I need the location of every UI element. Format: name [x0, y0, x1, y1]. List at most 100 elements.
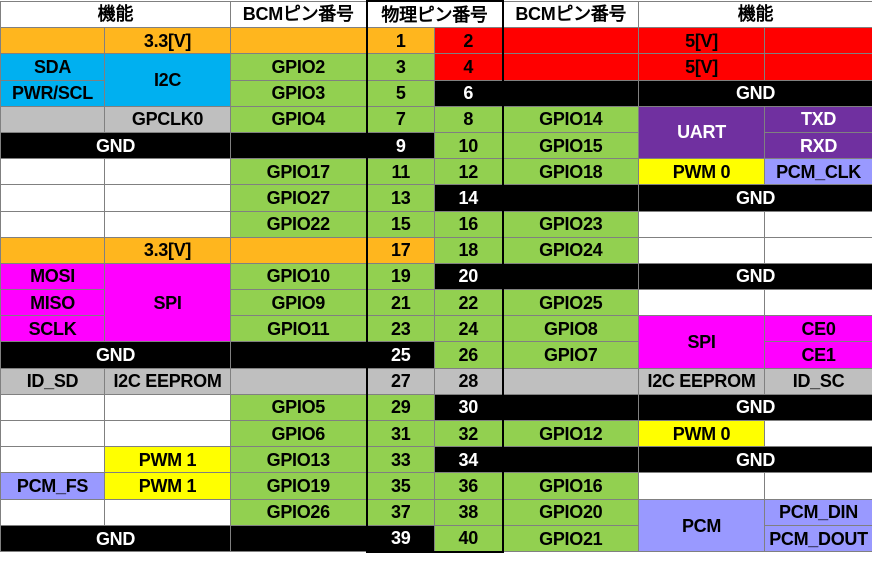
function-cell: 5[V]: [638, 53, 766, 81]
physical-pin-even: 40: [433, 524, 504, 553]
physical-pin-odd: 7: [365, 105, 435, 133]
bcm-cell: GPIO9: [230, 289, 367, 317]
header-row: 機能 BCMピン番号 物理ピン番号 BCMピン番号 機能: [0, 0, 872, 29]
function-cell: [0, 27, 105, 55]
function-cell: GND: [0, 131, 231, 160]
physical-pin-odd: 39: [365, 524, 435, 553]
physical-pin-even: 32: [433, 419, 504, 448]
table-row: GND 25 26 GPIO7 CE1: [0, 341, 872, 369]
physical-pin-even: 8: [433, 105, 504, 133]
bcm-cell: [502, 262, 640, 291]
table-row: GPIO17 11 12 GPIO18 PWM 0 PCM_CLK: [0, 158, 872, 186]
function-cell: [0, 498, 105, 526]
physical-pin-even: 22: [433, 289, 504, 317]
function-cell: [0, 236, 105, 264]
table-row: SCLK GPIO11 23 24 GPIO8 SPI CE0: [0, 315, 872, 369]
function-cell: GND: [638, 262, 872, 291]
table-row: PCM_FS PWM 1 GPIO19 35 36 GPIO16: [0, 472, 872, 500]
function-cell: PWM 0: [638, 158, 766, 186]
physical-pin-odd: 31: [365, 419, 435, 448]
bcm-cell: [502, 27, 640, 55]
bcm-cell: GPIO12: [502, 419, 640, 448]
function-cell: [638, 289, 766, 317]
table-row: SDA I2C GPIO2 3 4 5[V]: [0, 53, 872, 107]
bcm-cell: GPIO8: [502, 315, 640, 343]
bcm-cell: [230, 524, 367, 553]
bcm-cell: GPIO7: [502, 341, 640, 369]
table-row: PWM 1 GPIO13 33 34 GND: [0, 446, 872, 474]
function-cell: GND: [0, 341, 231, 369]
physical-pin-even: 30: [433, 393, 504, 422]
bcm-cell: GPIO23: [502, 210, 640, 238]
bcm-cell: GPIO19: [230, 472, 367, 500]
bcm-cell: [230, 367, 367, 395]
physical-pin-odd: 15: [365, 210, 435, 238]
function-cell: [638, 472, 766, 500]
bcm-cell: [502, 393, 640, 422]
function-cell: [0, 419, 105, 448]
bcm-cell: GPIO15: [502, 131, 640, 160]
table-row: GPIO27 13 14 GND: [0, 184, 872, 212]
bcm-cell: [502, 79, 640, 107]
physical-pin-even: 10: [433, 131, 504, 160]
function-cell: PCM_CLK: [764, 158, 872, 186]
physical-pin-odd: 1: [365, 27, 435, 55]
table-row: 3.3[V] 1 2 5[V]: [0, 27, 872, 55]
function-cell: [0, 158, 105, 186]
header-function-right: 機能: [638, 0, 872, 29]
physical-pin-odd: 37: [365, 498, 435, 526]
function-cell: [638, 236, 766, 264]
physical-pin-even: 24: [433, 315, 504, 343]
physical-pin-odd: 9: [365, 131, 435, 160]
bcm-cell: GPIO16: [502, 472, 640, 500]
function-cell: GND: [0, 524, 231, 553]
bcm-cell: GPIO27: [230, 184, 367, 212]
physical-pin-even: 18: [433, 236, 504, 264]
bcm-cell: [502, 184, 640, 212]
physical-pin-even: 26: [433, 341, 504, 369]
table-row: GND 39 40 GPIO21 PCM_DOUT: [0, 524, 872, 553]
function-group-pcm: PCM: [638, 498, 766, 553]
bcm-cell: GPIO17: [230, 158, 367, 186]
function-cell: PCM_FS: [0, 472, 105, 500]
physical-pin-even: 4: [433, 53, 504, 81]
bcm-cell: [502, 446, 640, 474]
header-physical-pin: 物理ピン番号: [365, 0, 504, 29]
function-cell: PWM 0: [638, 419, 766, 448]
physical-pin-odd: 3: [365, 53, 435, 81]
function-cell: TXD: [764, 105, 872, 133]
bcm-cell: GPIO6: [230, 419, 367, 448]
function-cell: [0, 446, 105, 474]
physical-pin-odd: 11: [365, 158, 435, 186]
function-cell: GND: [638, 184, 872, 212]
header-bcm-left: BCMピン番号: [230, 0, 367, 29]
function-cell: [104, 498, 231, 526]
function-group-uart: UART: [638, 105, 766, 160]
bcm-cell: GPIO20: [502, 498, 640, 526]
function-cell: [0, 105, 105, 133]
physical-pin-odd: 5: [365, 79, 435, 107]
function-cell: GPCLK0: [104, 105, 231, 133]
table-row: GPIO26 37 38 GPIO20 PCM PCM_DIN: [0, 498, 872, 553]
bcm-cell: [230, 27, 367, 55]
table-row: GPIO5 29 30 GND: [0, 393, 872, 422]
bcm-cell: GPIO21: [502, 524, 640, 553]
function-cell: 3.3[V]: [104, 236, 231, 264]
table-row: 3.3[V] 17 18 GPIO24: [0, 236, 872, 264]
bcm-cell: GPIO4: [230, 105, 367, 133]
physical-pin-even: 34: [433, 446, 504, 474]
physical-pin-odd: 21: [365, 289, 435, 317]
function-cell: [764, 210, 872, 238]
table-row: ID_SD I2C EEPROM 27 28 I2C EEPROM ID_SC: [0, 367, 872, 395]
physical-pin-even: 38: [433, 498, 504, 526]
function-cell: [764, 289, 872, 317]
bcm-cell: GPIO5: [230, 393, 367, 422]
function-cell: [764, 236, 872, 264]
physical-pin-odd: 13: [365, 184, 435, 212]
header-bcm-right: BCMピン番号: [502, 0, 640, 29]
function-cell: [638, 210, 766, 238]
bcm-cell: GPIO25: [502, 289, 640, 317]
table-row: GPCLK0 GPIO4 7 8 GPIO14 UART TXD: [0, 105, 872, 160]
physical-pin-odd: 33: [365, 446, 435, 474]
physical-pin-even: 14: [433, 184, 504, 212]
